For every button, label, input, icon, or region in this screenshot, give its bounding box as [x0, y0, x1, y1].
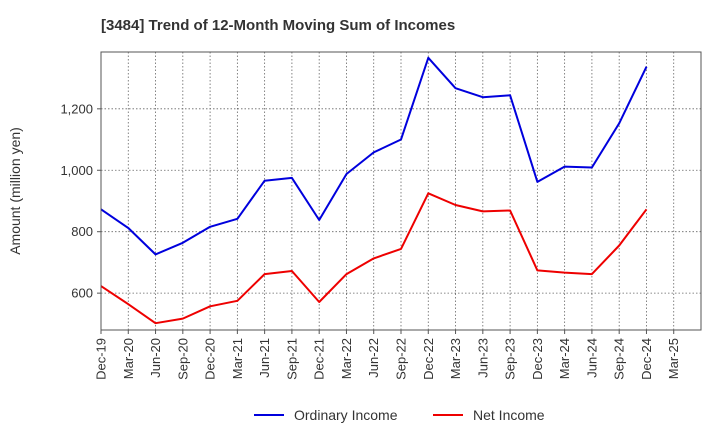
x-tick-label: Dec-22: [421, 338, 436, 380]
chart-title: [3484] Trend of 12-Month Moving Sum of I…: [101, 17, 455, 34]
y-tick-label: 800: [71, 224, 93, 239]
grid: [101, 52, 701, 330]
x-tick-label: Mar-20: [121, 338, 136, 379]
x-tick-label: Sep-22: [394, 338, 409, 380]
x-tick-label: Jun-21: [257, 338, 272, 378]
x-tick-label: Dec-23: [530, 338, 545, 380]
y-tick-label: 1,000: [60, 163, 93, 178]
x-tick-label: Mar-22: [339, 338, 354, 379]
series-layer: [100, 56, 648, 325]
x-tick-label: Sep-21: [284, 338, 299, 380]
x-tick-label: Jun-24: [584, 338, 599, 378]
x-tick-label: Jun-23: [475, 338, 490, 378]
x-tick-label: Dec-19: [94, 338, 109, 380]
legend-label-net-income: Net Income: [473, 407, 545, 423]
x-tick-label: Mar-21: [230, 338, 245, 379]
x-tick-label: Dec-21: [312, 338, 327, 380]
x-tick-label: Dec-24: [639, 338, 654, 380]
legend-label-ordinary-income: Ordinary Income: [294, 407, 398, 423]
legend: Ordinary Income Net Income: [254, 407, 545, 423]
x-tick-label: Mar-24: [557, 338, 572, 379]
x-tick-label: Dec-20: [203, 338, 218, 380]
x-tick-label: Sep-20: [175, 338, 190, 380]
x-tick-label: Sep-24: [612, 338, 627, 380]
x-tick-label: Jun-20: [148, 338, 163, 378]
y-axis-label: Amount (million yen): [7, 127, 23, 255]
x-tick-labels: Dec-19 Mar-20 Jun-20 Sep-20 Dec-20 Mar-21 Jun-…: [94, 330, 681, 380]
x-tick-label: Mar-23: [448, 338, 463, 379]
x-tick-label: Mar-25: [666, 338, 681, 379]
plot-frame: [100, 51, 702, 331]
series-line-net-income: [100, 192, 648, 325]
x-tick-label: Jun-22: [366, 338, 381, 378]
series-line-ordinary-income: [100, 56, 648, 256]
y-tick-label: 1,200: [60, 101, 93, 116]
x-tick-label: Sep-23: [503, 338, 518, 380]
y-tick-label: 600: [71, 286, 93, 301]
y-tick-labels: 600 800 1,000 1,200: [60, 101, 101, 301]
